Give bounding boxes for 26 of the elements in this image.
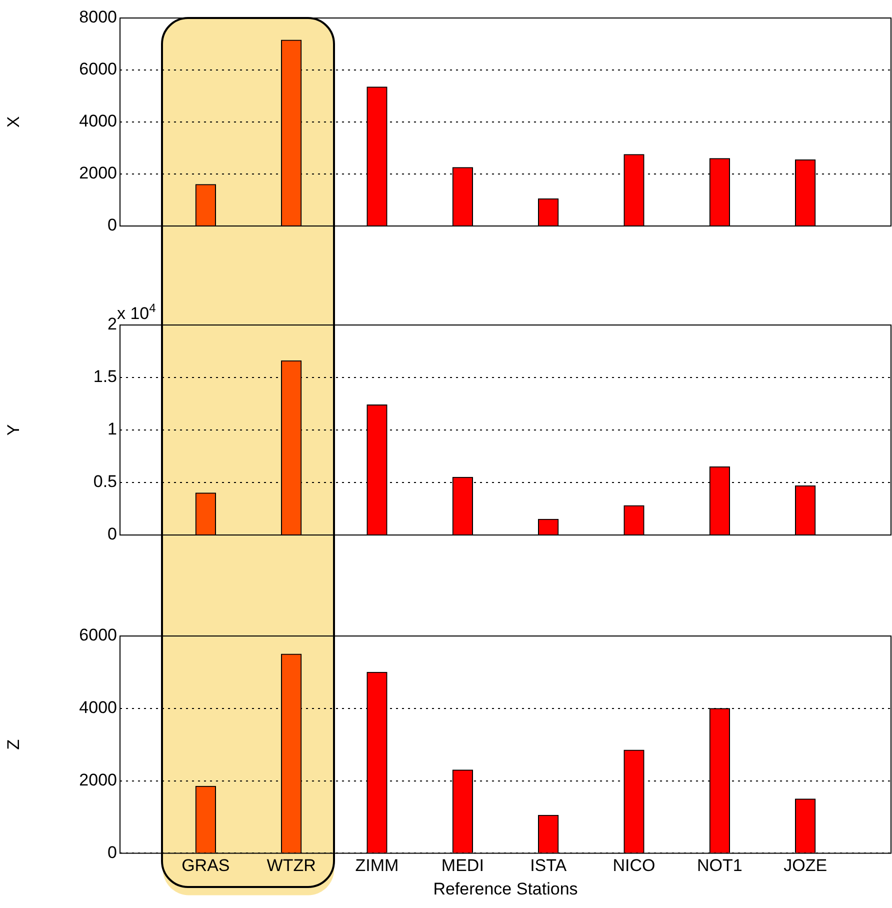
x-tick-label: ISTA [530, 856, 568, 876]
y-tick-label: 0 [108, 842, 117, 862]
y-axis-title: Z [4, 739, 23, 750]
y-tick-label: 4000 [79, 112, 117, 131]
y-tick-label: 8000 [79, 8, 117, 27]
y-tick-label: 2000 [79, 164, 117, 183]
x-tick-label: NICO [612, 856, 656, 876]
x-tick-label: WTZR [266, 856, 316, 876]
x-tick-label: MEDI [441, 856, 484, 876]
x-tick-label: JOZE [784, 856, 828, 876]
y-tick-label: 0 [108, 216, 117, 235]
y-axis-title: Y [4, 424, 23, 436]
y-tick-label: 6000 [79, 60, 117, 79]
y-axis-title: X [4, 116, 23, 128]
y-tick-label: 0.5 [93, 472, 117, 492]
y-tick-label: 2000 [79, 770, 117, 790]
y-tick-label: 0 [108, 524, 117, 544]
x-tick-label: NOT1 [696, 856, 742, 876]
x-tick-label: ZIMM [355, 856, 399, 876]
y-tick-label: 6000 [79, 626, 117, 645]
y-tick-label: 2 [108, 314, 117, 334]
y-tick-label: 4000 [79, 698, 117, 718]
y-tick-label: 1.5 [93, 367, 117, 386]
x-axis-title: Reference Stations [433, 879, 578, 898]
x-tick-label: GRAS [182, 856, 230, 876]
y-tick-label: 1 [108, 420, 117, 439]
